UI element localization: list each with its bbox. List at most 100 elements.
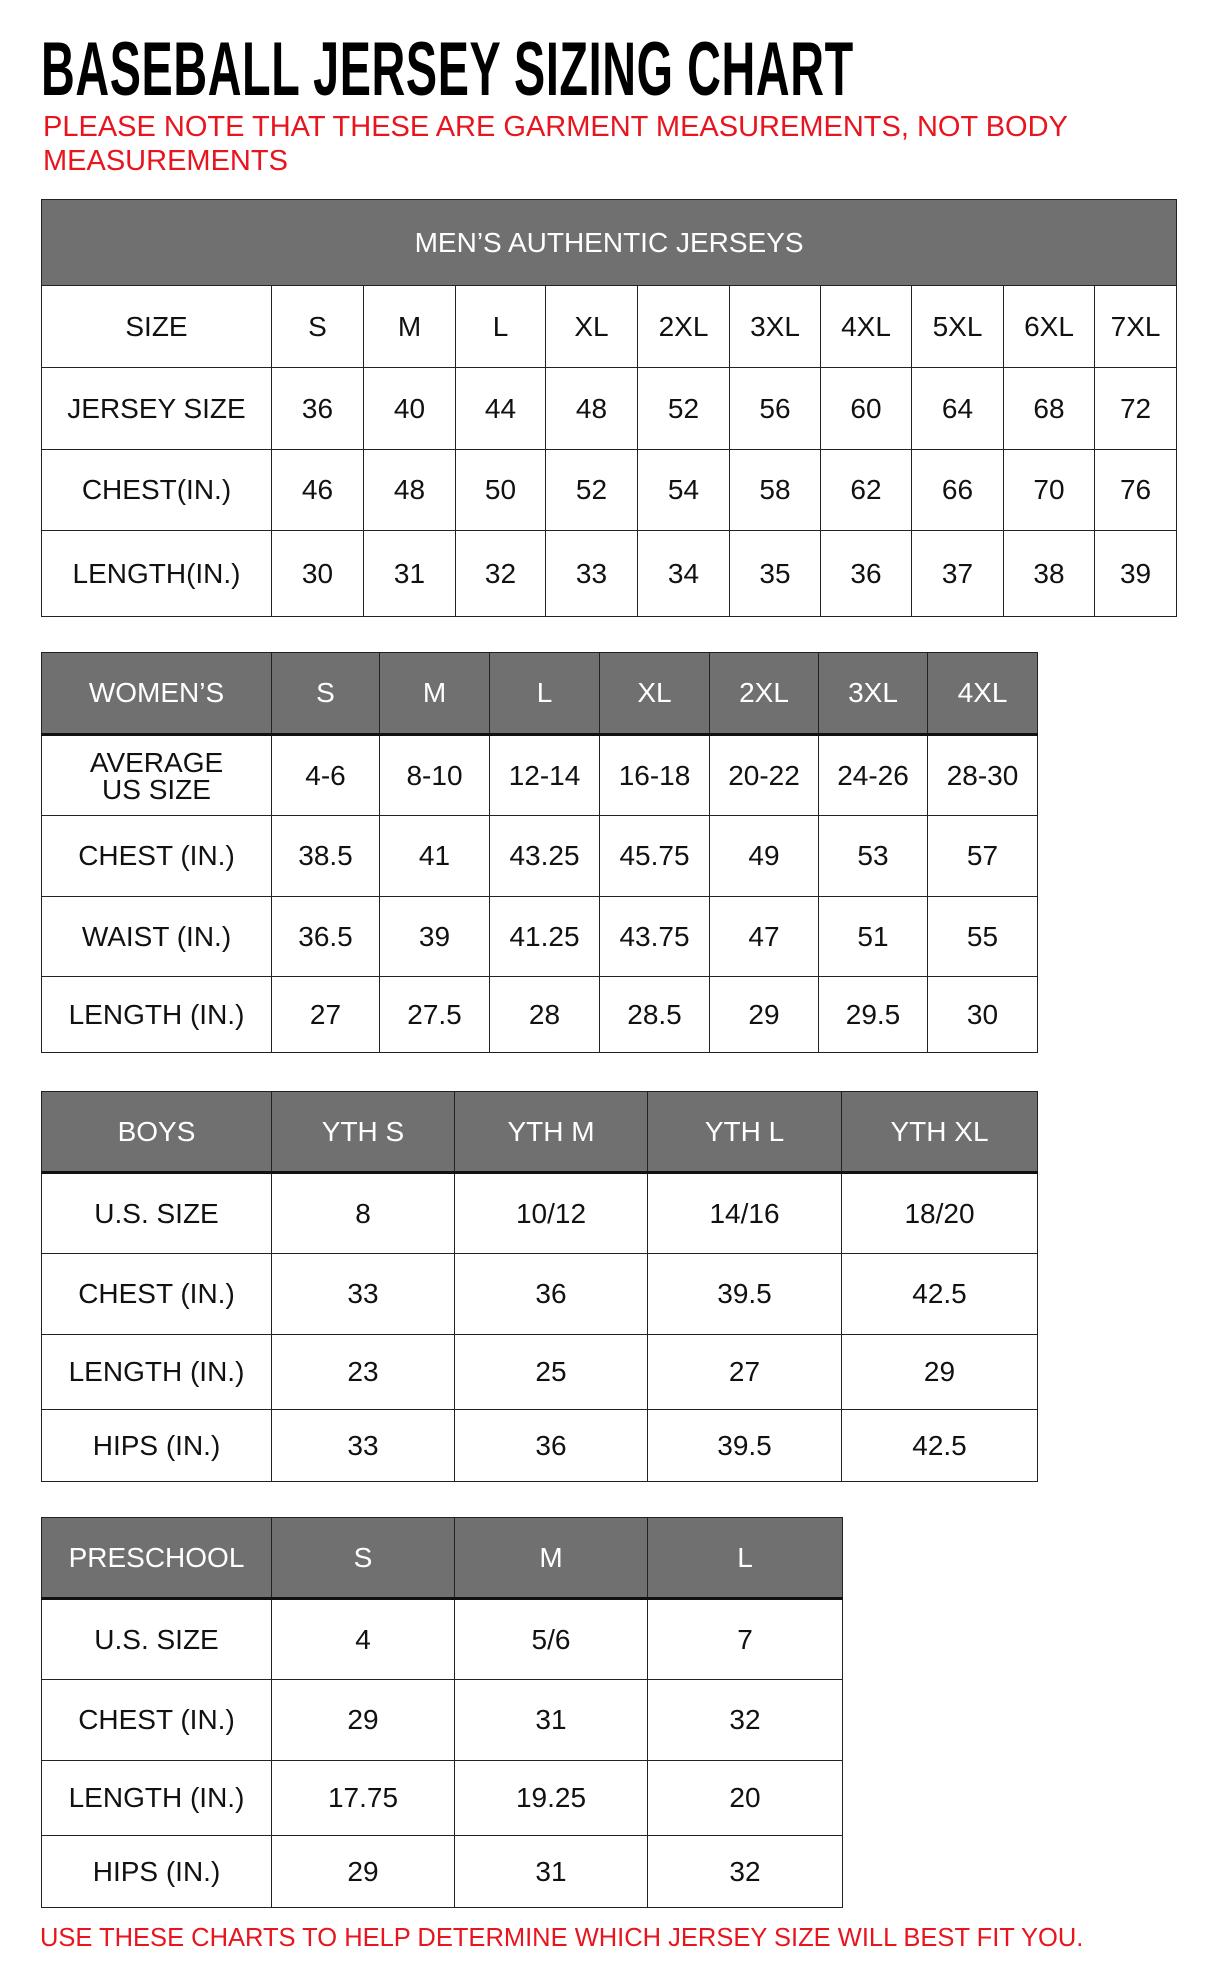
size-header-cell: M (363, 285, 456, 368)
size-header-cell: XL (545, 285, 638, 368)
value-cell: 76 (1093, 449, 1178, 531)
value-cell: 52 (637, 367, 730, 450)
row-label: HIPS (IN.) (41, 1835, 272, 1908)
value-cell: 7 (647, 1598, 843, 1680)
table-header-row: BOYS YTH S YTH M YTH L YTH XL (41, 1091, 1038, 1174)
value-cell: 18/20 (841, 1172, 1038, 1254)
value-cell: 70 (1003, 449, 1095, 531)
value-cell: 4-6 (271, 734, 380, 816)
size-header-cell: 4XL (820, 285, 912, 368)
garment-note: PLEASE NOTE THAT THESE ARE GARMENT MEASU… (43, 111, 1068, 177)
value-cell: 36.5 (271, 896, 380, 977)
size-header-cell: YTH S (271, 1091, 455, 1174)
value-cell: 41 (379, 815, 490, 897)
row-label: LENGTH(IN.) (41, 530, 272, 617)
value-cell: 60 (820, 367, 912, 450)
value-cell: 31 (363, 530, 456, 617)
size-header-cell: YTH M (454, 1091, 648, 1174)
value-cell: 19.25 (454, 1760, 648, 1836)
table-row: HIPS (IN.) 29 31 32 (41, 1835, 843, 1908)
value-cell: 37 (911, 530, 1004, 617)
table-header-row: SIZE S M L XL 2XL 3XL 4XL 5XL 6XL 7XL (41, 285, 1178, 368)
value-cell: 16-18 (599, 734, 710, 816)
table-title-cell: BOYS (41, 1091, 272, 1174)
value-cell: 58 (729, 449, 821, 531)
value-cell: 44 (455, 367, 546, 450)
size-header-cell: M (379, 652, 490, 736)
table-row: CHEST(IN.) 46 48 50 52 54 58 62 66 70 76 (41, 449, 1178, 531)
boys-size-table: BOYS YTH S YTH M YTH L YTH XL U.S. SIZE 8 10/12… (41, 1091, 1038, 1482)
row-label: WAIST (IN.) (41, 896, 272, 977)
value-cell: 32 (647, 1835, 843, 1908)
value-cell: 32 (455, 530, 546, 617)
value-cell: 8 (271, 1172, 455, 1254)
size-header-cell: 2XL (637, 285, 730, 368)
value-cell: 64 (911, 367, 1004, 450)
table-header-row: PRESCHOOL S M L (41, 1517, 843, 1600)
value-cell: 56 (729, 367, 821, 450)
value-cell: 39 (1093, 530, 1178, 617)
value-cell: 42.5 (841, 1253, 1038, 1335)
value-cell: 5/6 (454, 1598, 648, 1680)
row-label: LENGTH (IN.) (41, 976, 272, 1053)
value-cell: 36 (820, 530, 912, 617)
value-cell: 57 (927, 815, 1038, 897)
table-row: U.S. SIZE 4 5/6 7 (41, 1598, 843, 1680)
value-cell: 34 (637, 530, 730, 617)
size-header-cell: S (271, 285, 364, 368)
row-label: JERSEY SIZE (41, 367, 272, 450)
table-banner: MEN’S AUTHENTIC JERSEYS (40, 199, 1178, 286)
value-cell: 55 (927, 896, 1038, 977)
size-header-cell: S (271, 652, 380, 736)
size-header-cell: L (455, 285, 546, 368)
value-cell: 24-26 (818, 734, 928, 816)
page-title: BASEBALL JERSEY SIZING CHART (41, 27, 854, 112)
value-cell: 62 (820, 449, 912, 531)
table-title-cell: PRESCHOOL (41, 1517, 272, 1600)
row-label: LENGTH (IN.) (41, 1334, 272, 1410)
value-cell: 29 (271, 1679, 455, 1761)
table-row: LENGTH (IN.) 23 25 27 29 (41, 1334, 1038, 1410)
footer-note: USE THESE CHARTS TO HELP DETERMINE WHICH… (40, 1924, 1084, 1952)
womens-size-table: WOMEN’S S M L XL 2XL 3XL 4XL AVERAGE US SIZE 4-6 8… (41, 652, 1038, 1053)
value-cell: 33 (545, 530, 638, 617)
value-cell: 36 (454, 1253, 648, 1335)
row-label: CHEST (IN.) (41, 1679, 272, 1761)
value-cell: 27 (647, 1334, 842, 1410)
size-header-cell: 3XL (818, 652, 928, 736)
value-cell: 43.75 (599, 896, 710, 977)
value-cell: 25 (454, 1334, 648, 1410)
value-cell: 66 (911, 449, 1004, 531)
value-cell: 54 (637, 449, 730, 531)
value-cell: 43.25 (489, 815, 600, 897)
size-header-cell: 2XL (709, 652, 819, 736)
row-label: CHEST (IN.) (41, 815, 272, 897)
table-title-cell: SIZE (41, 285, 272, 368)
table-row: HIPS (IN.) 33 36 39.5 42.5 (41, 1409, 1038, 1482)
value-cell: 20 (647, 1760, 843, 1836)
value-cell: 36 (454, 1409, 648, 1482)
value-cell: 45.75 (599, 815, 710, 897)
value-cell: 38 (1003, 530, 1095, 617)
size-header-cell: L (489, 652, 600, 736)
value-cell: 33 (271, 1253, 455, 1335)
table-row: LENGTH(IN.) 30 31 32 33 34 35 36 37 38 39 (41, 530, 1178, 617)
size-header-cell: M (454, 1517, 648, 1600)
table-row: U.S. SIZE 8 10/12 14/16 18/20 (41, 1172, 1038, 1254)
size-header-cell: 6XL (1003, 285, 1095, 368)
table-header-row: WOMEN’S S M L XL 2XL 3XL 4XL (41, 652, 1038, 736)
value-cell: 28.5 (599, 976, 710, 1053)
value-cell: 46 (271, 449, 364, 531)
row-label: CHEST (IN.) (41, 1253, 272, 1335)
value-cell: 42.5 (841, 1409, 1038, 1482)
value-cell: 68 (1003, 367, 1095, 450)
value-cell: 52 (545, 449, 638, 531)
value-cell: 72 (1093, 367, 1178, 450)
value-cell: 30 (271, 530, 364, 617)
value-cell: 48 (363, 449, 456, 531)
table-row: AVERAGE US SIZE 4-6 8-10 12-14 16-18 20-22 24-… (41, 734, 1038, 816)
size-header-cell: YTH L (647, 1091, 842, 1174)
value-cell: 27 (271, 976, 380, 1053)
value-cell: 10/12 (454, 1172, 648, 1254)
row-label: U.S. SIZE (41, 1172, 272, 1254)
